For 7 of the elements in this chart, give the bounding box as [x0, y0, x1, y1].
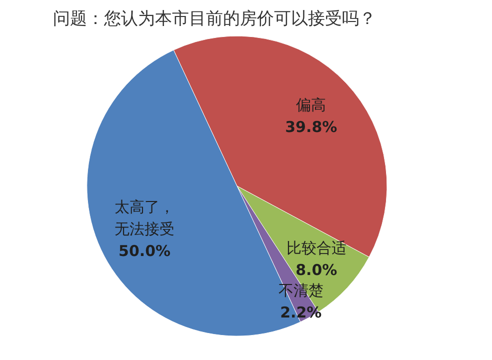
slice-label: 太高了，无法接受: [114, 198, 175, 238]
data-label: 8.0%: [296, 261, 338, 280]
data-label: 50.0%: [118, 242, 171, 260]
chart-title: 问题：您认为本市目前的房价可以接受吗？: [53, 9, 376, 29]
data-label: 39.8%: [285, 118, 338, 136]
slice-label: 偏高: [296, 96, 326, 114]
slice-label: 比较合适: [286, 239, 346, 258]
